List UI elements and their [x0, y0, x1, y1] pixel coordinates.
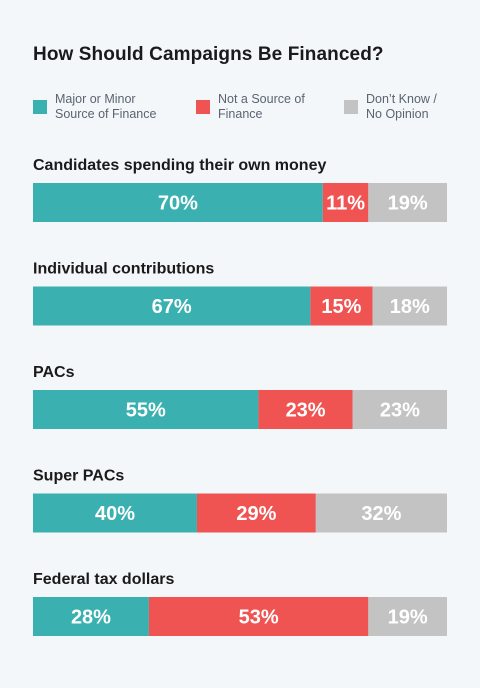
data-label: 11% — [326, 193, 365, 215]
data-label: 40% — [95, 503, 135, 525]
legend-item-not-a-source: Not a Source of Finance — [196, 92, 336, 122]
category-label: PACs — [33, 364, 75, 381]
bar-segment-major-or-minor-source-of-finance — [33, 390, 259, 429]
data-label: 55% — [126, 400, 166, 422]
data-label: 18% — [390, 296, 430, 318]
category-label: Individual contributions — [33, 261, 214, 278]
data-label: 23% — [286, 400, 326, 422]
legend: Major or Minor Source of Finance Not a S… — [33, 92, 453, 126]
bar-segment-major-or-minor-source-of-finance — [33, 286, 311, 326]
category-label: Super PACs — [33, 468, 124, 485]
legend-item-dont-know: Don’t Know / No Opinion — [344, 92, 456, 122]
bar-segment-don-t-know-no-opinion — [352, 390, 447, 429]
bar-segment-major-or-minor-source-of-finance — [33, 493, 197, 533]
legend-swatch-red — [196, 100, 210, 114]
bar-segment-not-a-source-of-finance — [196, 493, 316, 533]
category-label: Candidates spending their own money — [33, 157, 326, 174]
data-label: 15% — [321, 296, 361, 318]
legend-label: Don’t Know / No Opinion — [366, 92, 437, 121]
legend-item-major-minor-source: Major or Minor Source of Finance — [33, 92, 173, 122]
bar-segment-not-a-source-of-finance — [322, 183, 369, 222]
data-label: 28% — [71, 607, 111, 629]
data-label: 29% — [236, 503, 276, 525]
bar-segment-don-t-know-no-opinion — [315, 493, 447, 533]
legend-swatch-teal — [33, 100, 47, 114]
bar-segment-don-t-know-no-opinion — [368, 597, 447, 636]
legend-swatch-gray — [344, 100, 358, 114]
category-label: Federal tax dollars — [33, 571, 174, 588]
data-label: 19% — [388, 193, 428, 215]
bar-segment-not-a-source-of-finance — [258, 390, 353, 429]
bar-segment-major-or-minor-source-of-finance — [33, 597, 149, 636]
data-label: 70% — [158, 193, 198, 215]
bar-segment-don-t-know-no-opinion — [368, 183, 447, 222]
chart-title: How Should Campaigns Be Financed? — [33, 44, 384, 65]
bar-segment-not-a-source-of-finance — [310, 286, 373, 326]
data-label: 53% — [239, 607, 279, 629]
data-label: 32% — [361, 503, 401, 525]
bar-segment-not-a-source-of-finance — [148, 597, 369, 636]
bar-segment-major-or-minor-source-of-finance — [33, 183, 323, 222]
legend-label: Major or Minor Source of Finance — [55, 92, 157, 121]
data-label: 23% — [380, 400, 420, 422]
legend-label: Not a Source of Finance — [218, 92, 305, 121]
data-label: 67% — [152, 296, 192, 318]
data-label: 19% — [388, 607, 428, 629]
bar-segment-don-t-know-no-opinion — [372, 286, 447, 326]
